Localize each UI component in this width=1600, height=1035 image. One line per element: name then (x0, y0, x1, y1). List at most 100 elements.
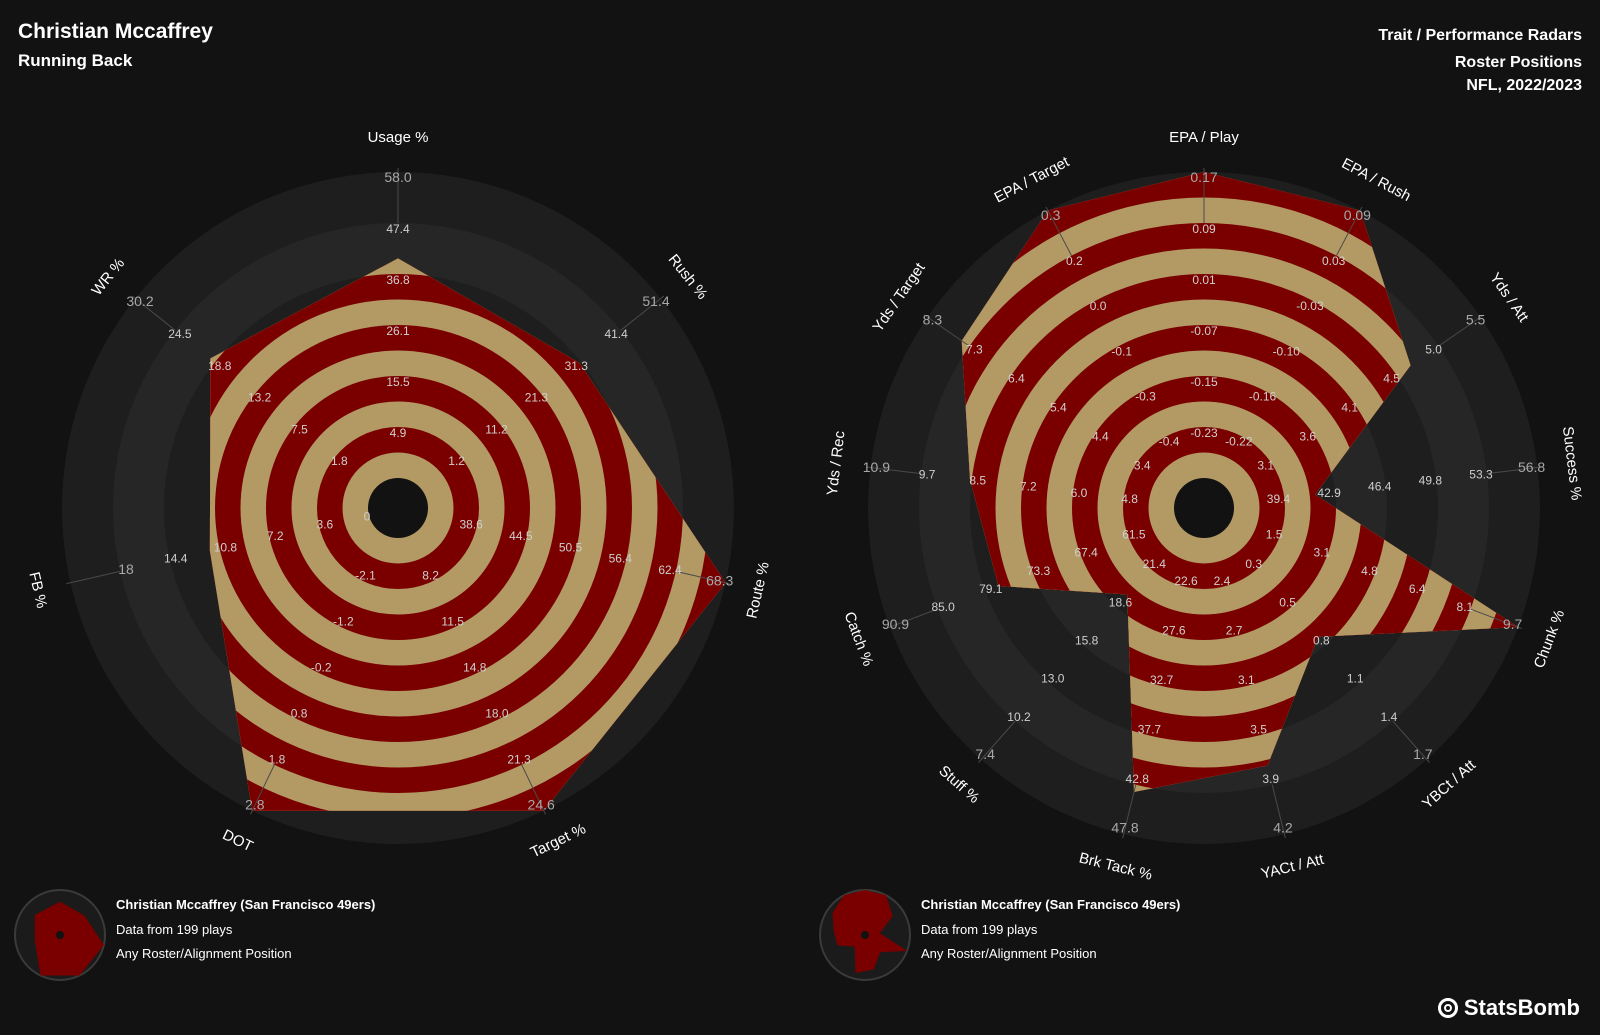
tick-label: -0.22 (1225, 435, 1253, 449)
tick-label: 4.1 (1341, 400, 1358, 414)
tick-label: 85.0 (931, 600, 955, 614)
tick-label: 0 (364, 509, 371, 523)
tick-label: 3.5 (1250, 722, 1267, 736)
tick-label: 13.0 (1041, 672, 1065, 686)
axis-spoke (1438, 314, 1485, 347)
axis-spoke (1271, 784, 1286, 839)
legend-plays-count: Data from 199 plays (921, 922, 1038, 937)
axis-spoke (1486, 466, 1542, 475)
tick-label: 21.3 (525, 391, 549, 405)
tick-label: 1.1 (1347, 672, 1364, 686)
axis-spoke (1045, 206, 1072, 256)
axis-label: EPA / Rush (1339, 155, 1414, 205)
tick-label: 13.2 (248, 391, 272, 405)
axis-spoke (620, 295, 665, 331)
tick-label: 4.9 (390, 426, 407, 440)
tick-label: -0.03 (1296, 299, 1324, 313)
axis-spoke (675, 570, 730, 585)
tick-label: 4.8 (1361, 564, 1378, 578)
axis-spoke (131, 295, 176, 331)
tick-label: 3.9 (1262, 772, 1279, 786)
tick-label: 24.5 (168, 327, 192, 341)
tick-label: 3.4 (1134, 458, 1151, 472)
tick-label: 6.4 (1008, 371, 1025, 385)
tick-label: 32.7 (1150, 673, 1174, 687)
tick-label: 0.09 (1192, 222, 1216, 236)
tick-label: 4.5 (1383, 371, 1400, 385)
legend-player-team: Christian Mccaffrey (San Francisco 49ers… (116, 897, 376, 912)
tick-label: 49.8 (1419, 474, 1443, 488)
axis-label: Target % (528, 820, 589, 861)
tick-label: 0.09 (1344, 207, 1371, 223)
legend-plays-count: Data from 199 plays (116, 922, 233, 937)
tick-label: -0.1 (1111, 344, 1132, 358)
tick-label: 79.1 (979, 582, 1003, 596)
tick-label: 0.3 (1041, 207, 1061, 223)
tick-label: -0.3 (1135, 389, 1156, 403)
chart-title: Trait / Performance Radars (1378, 27, 1582, 44)
tick-label: 8.3 (923, 312, 943, 328)
axis-label: Success % (1559, 425, 1585, 501)
tick-label: 14.4 (164, 552, 188, 566)
tick-label: 37.7 (1138, 722, 1162, 736)
legend-center-dot (861, 931, 869, 939)
tick-label: 18.8 (208, 359, 232, 373)
legend-center-dot (56, 931, 64, 939)
tick-label: 0.3 (1245, 557, 1262, 571)
tick-label: 6.4 (1409, 582, 1426, 596)
tick-label: 15.5 (386, 375, 410, 389)
tick-label: 7.4 (975, 746, 995, 762)
axis-spoke (923, 314, 970, 347)
tick-label: 24.6 (528, 796, 555, 812)
tick-label: 15.8 (1075, 633, 1099, 647)
axis-label: YACt / Att (1259, 851, 1326, 883)
tick-label: 14.8 (463, 660, 487, 674)
axis-label: Stuff % (935, 762, 982, 807)
tick-label: 0.5 (1279, 595, 1296, 609)
tick-label: 39.4 (1267, 492, 1291, 506)
legend-position-filter: Any Roster/Alignment Position (116, 946, 292, 961)
season-label: NFL, 2022/2023 (1466, 77, 1582, 94)
tick-label: 22.6 (1174, 574, 1198, 588)
tick-label: 56.8 (1518, 459, 1545, 475)
tick-label: 58.0 (384, 169, 411, 185)
tick-label: -0.15 (1190, 375, 1218, 389)
axis-label: EPA / Play (1169, 129, 1239, 146)
tick-label: 3.6 (317, 518, 334, 532)
tick-label: 18 (118, 561, 134, 577)
axis-label: Chunk % (1531, 608, 1569, 671)
axis-label: FB % (25, 570, 50, 610)
tick-label: 5.5 (1466, 312, 1486, 328)
legend-shape (34, 901, 104, 976)
tick-label: 41.4 (604, 327, 628, 341)
legend-radar-thumbnail (14, 889, 106, 981)
tick-label: 21.3 (507, 752, 531, 766)
tick-label: 10.2 (1007, 710, 1031, 724)
statsbomb-icon (1437, 998, 1458, 1018)
tick-label: 0.2 (1066, 254, 1083, 268)
tick-label: 44.5 (509, 529, 533, 543)
axis-label: Yds / Target (869, 259, 929, 335)
tick-label: 0.17 (1190, 169, 1217, 185)
tick-label: 21.4 (1143, 557, 1167, 571)
tick-label: 1.4 (1381, 710, 1398, 724)
tick-label: 7.2 (267, 529, 284, 543)
tick-label: 11.2 (485, 422, 508, 436)
tick-label: 7.5 (291, 422, 308, 436)
tick-label: 10.9 (863, 459, 890, 475)
tick-label: 0.8 (291, 706, 308, 720)
axis-label: Route % (744, 560, 773, 620)
tick-label: 0.0 (1090, 299, 1107, 313)
tick-label: 90.9 (882, 616, 909, 632)
performance-radar: -0.23 -0.15 -0.07 0.01 0.09 0.17 EPA / Play -0.… (824, 129, 1585, 884)
tick-label: 42.9 (1317, 486, 1341, 500)
tick-label: 61.5 (1122, 528, 1146, 542)
tick-label: 6.0 (1071, 486, 1088, 500)
tick-label: 3.6 (1299, 429, 1316, 443)
tick-label: 3.1 (1313, 546, 1330, 560)
tick-label: 68.3 (706, 572, 733, 588)
tick-label: -0.10 (1273, 344, 1301, 358)
tick-label: 73.3 (1027, 564, 1051, 578)
axis-spoke (1470, 608, 1523, 630)
tick-label: 7.2 (1020, 480, 1037, 494)
